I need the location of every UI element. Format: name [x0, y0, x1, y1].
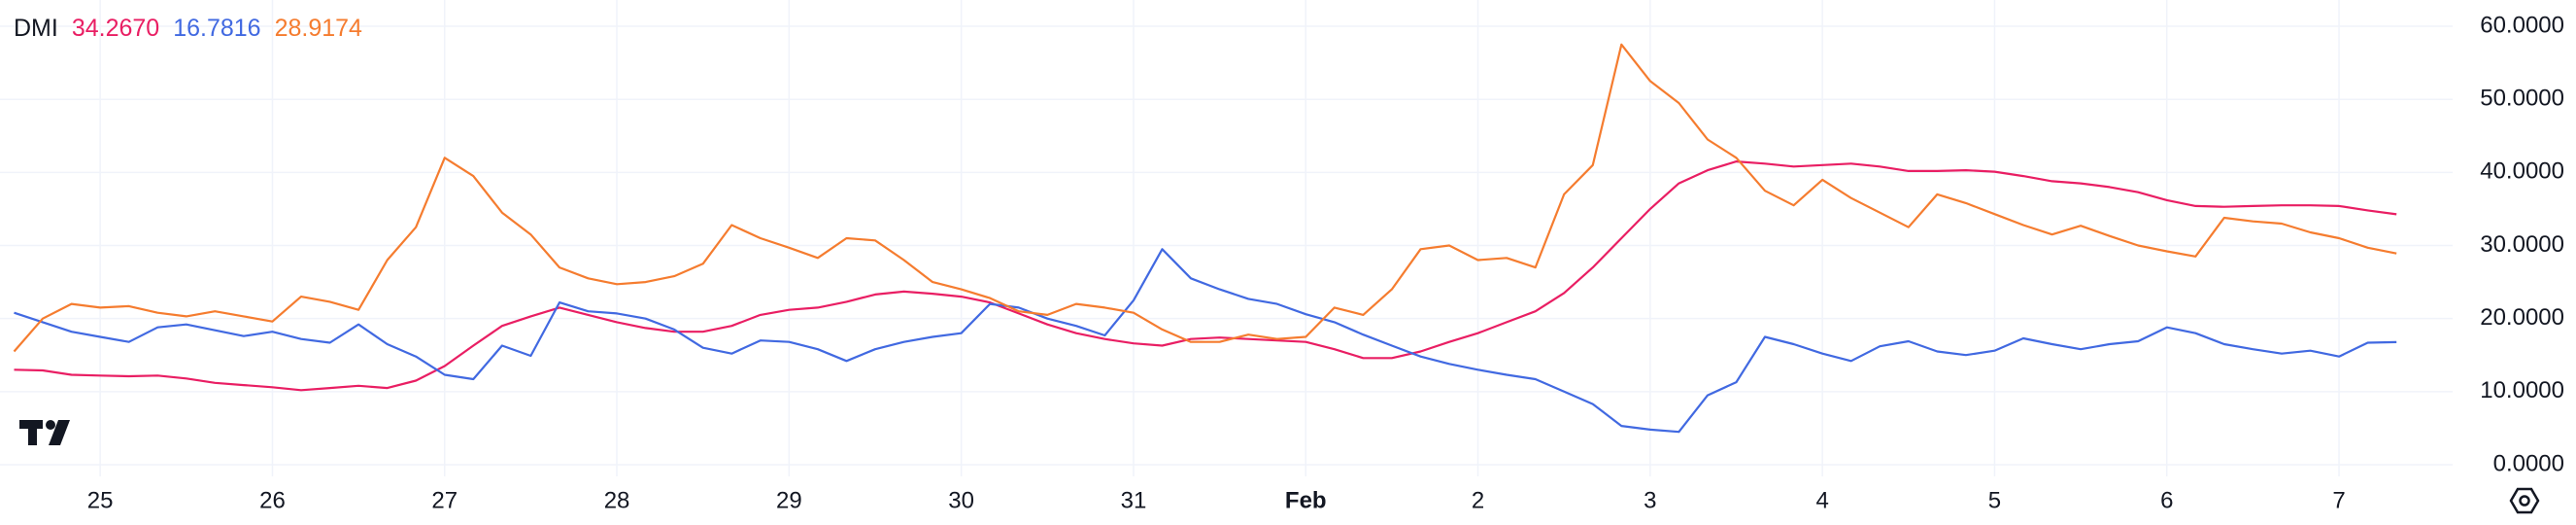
y-tick-label: 30.0000 [2480, 231, 2564, 258]
logo-part [49, 420, 70, 445]
settings-dot[interactable] [2519, 495, 2530, 507]
indicator-title: DMI [14, 15, 58, 42]
x-tick-label: 3 [1644, 487, 1656, 513]
logo-part [46, 420, 55, 430]
y-tick-label: 10.0000 [2480, 377, 2564, 403]
x-tick-label: 28 [604, 487, 630, 513]
y-tick-label: 20.0000 [2480, 304, 2564, 331]
series-line [13, 43, 2397, 353]
x-tick-label: Feb [1285, 487, 1327, 513]
logo-part [28, 420, 37, 445]
series-line [14, 160, 2397, 392]
x-tick-label: 6 [2160, 487, 2173, 513]
x-tick-label: 4 [1815, 487, 1828, 513]
legend-value: 16.7816 [173, 15, 261, 42]
grid [0, 0, 2453, 476]
x-tick-label: 26 [259, 487, 286, 513]
y-tick-label: 40.0000 [2480, 158, 2564, 185]
y-tick-label: 50.0000 [2480, 86, 2564, 112]
x-tick-label: 30 [948, 487, 974, 513]
legend: DMI 34.2670 16.7816 28.9174 [14, 12, 362, 45]
legend-value: 28.9174 [274, 15, 362, 42]
x-tick-label: 5 [1988, 487, 2001, 513]
plot [13, 43, 2397, 434]
series-line [14, 248, 2397, 434]
x-tick-label: 25 [87, 487, 114, 513]
x-tick-label: 7 [2332, 487, 2345, 513]
settings-hex[interactable] [2509, 487, 2540, 514]
x-tick-label: 31 [1121, 487, 1147, 513]
tradingview-logo [19, 420, 70, 445]
x-tick-label: 29 [776, 487, 802, 513]
x-tick-label: 27 [431, 487, 458, 513]
legend-value: 34.2670 [71, 15, 160, 42]
y-tick-label: 60.0000 [2480, 12, 2564, 38]
axes: 0.0000 10.0000 20.0000 30.0000 40.0000 50.000… [87, 12, 2564, 513]
settings-icon[interactable] [2509, 487, 2540, 514]
y-tick-label: 0.0000 [2493, 450, 2564, 476]
x-tick-label: 2 [1472, 487, 1484, 513]
